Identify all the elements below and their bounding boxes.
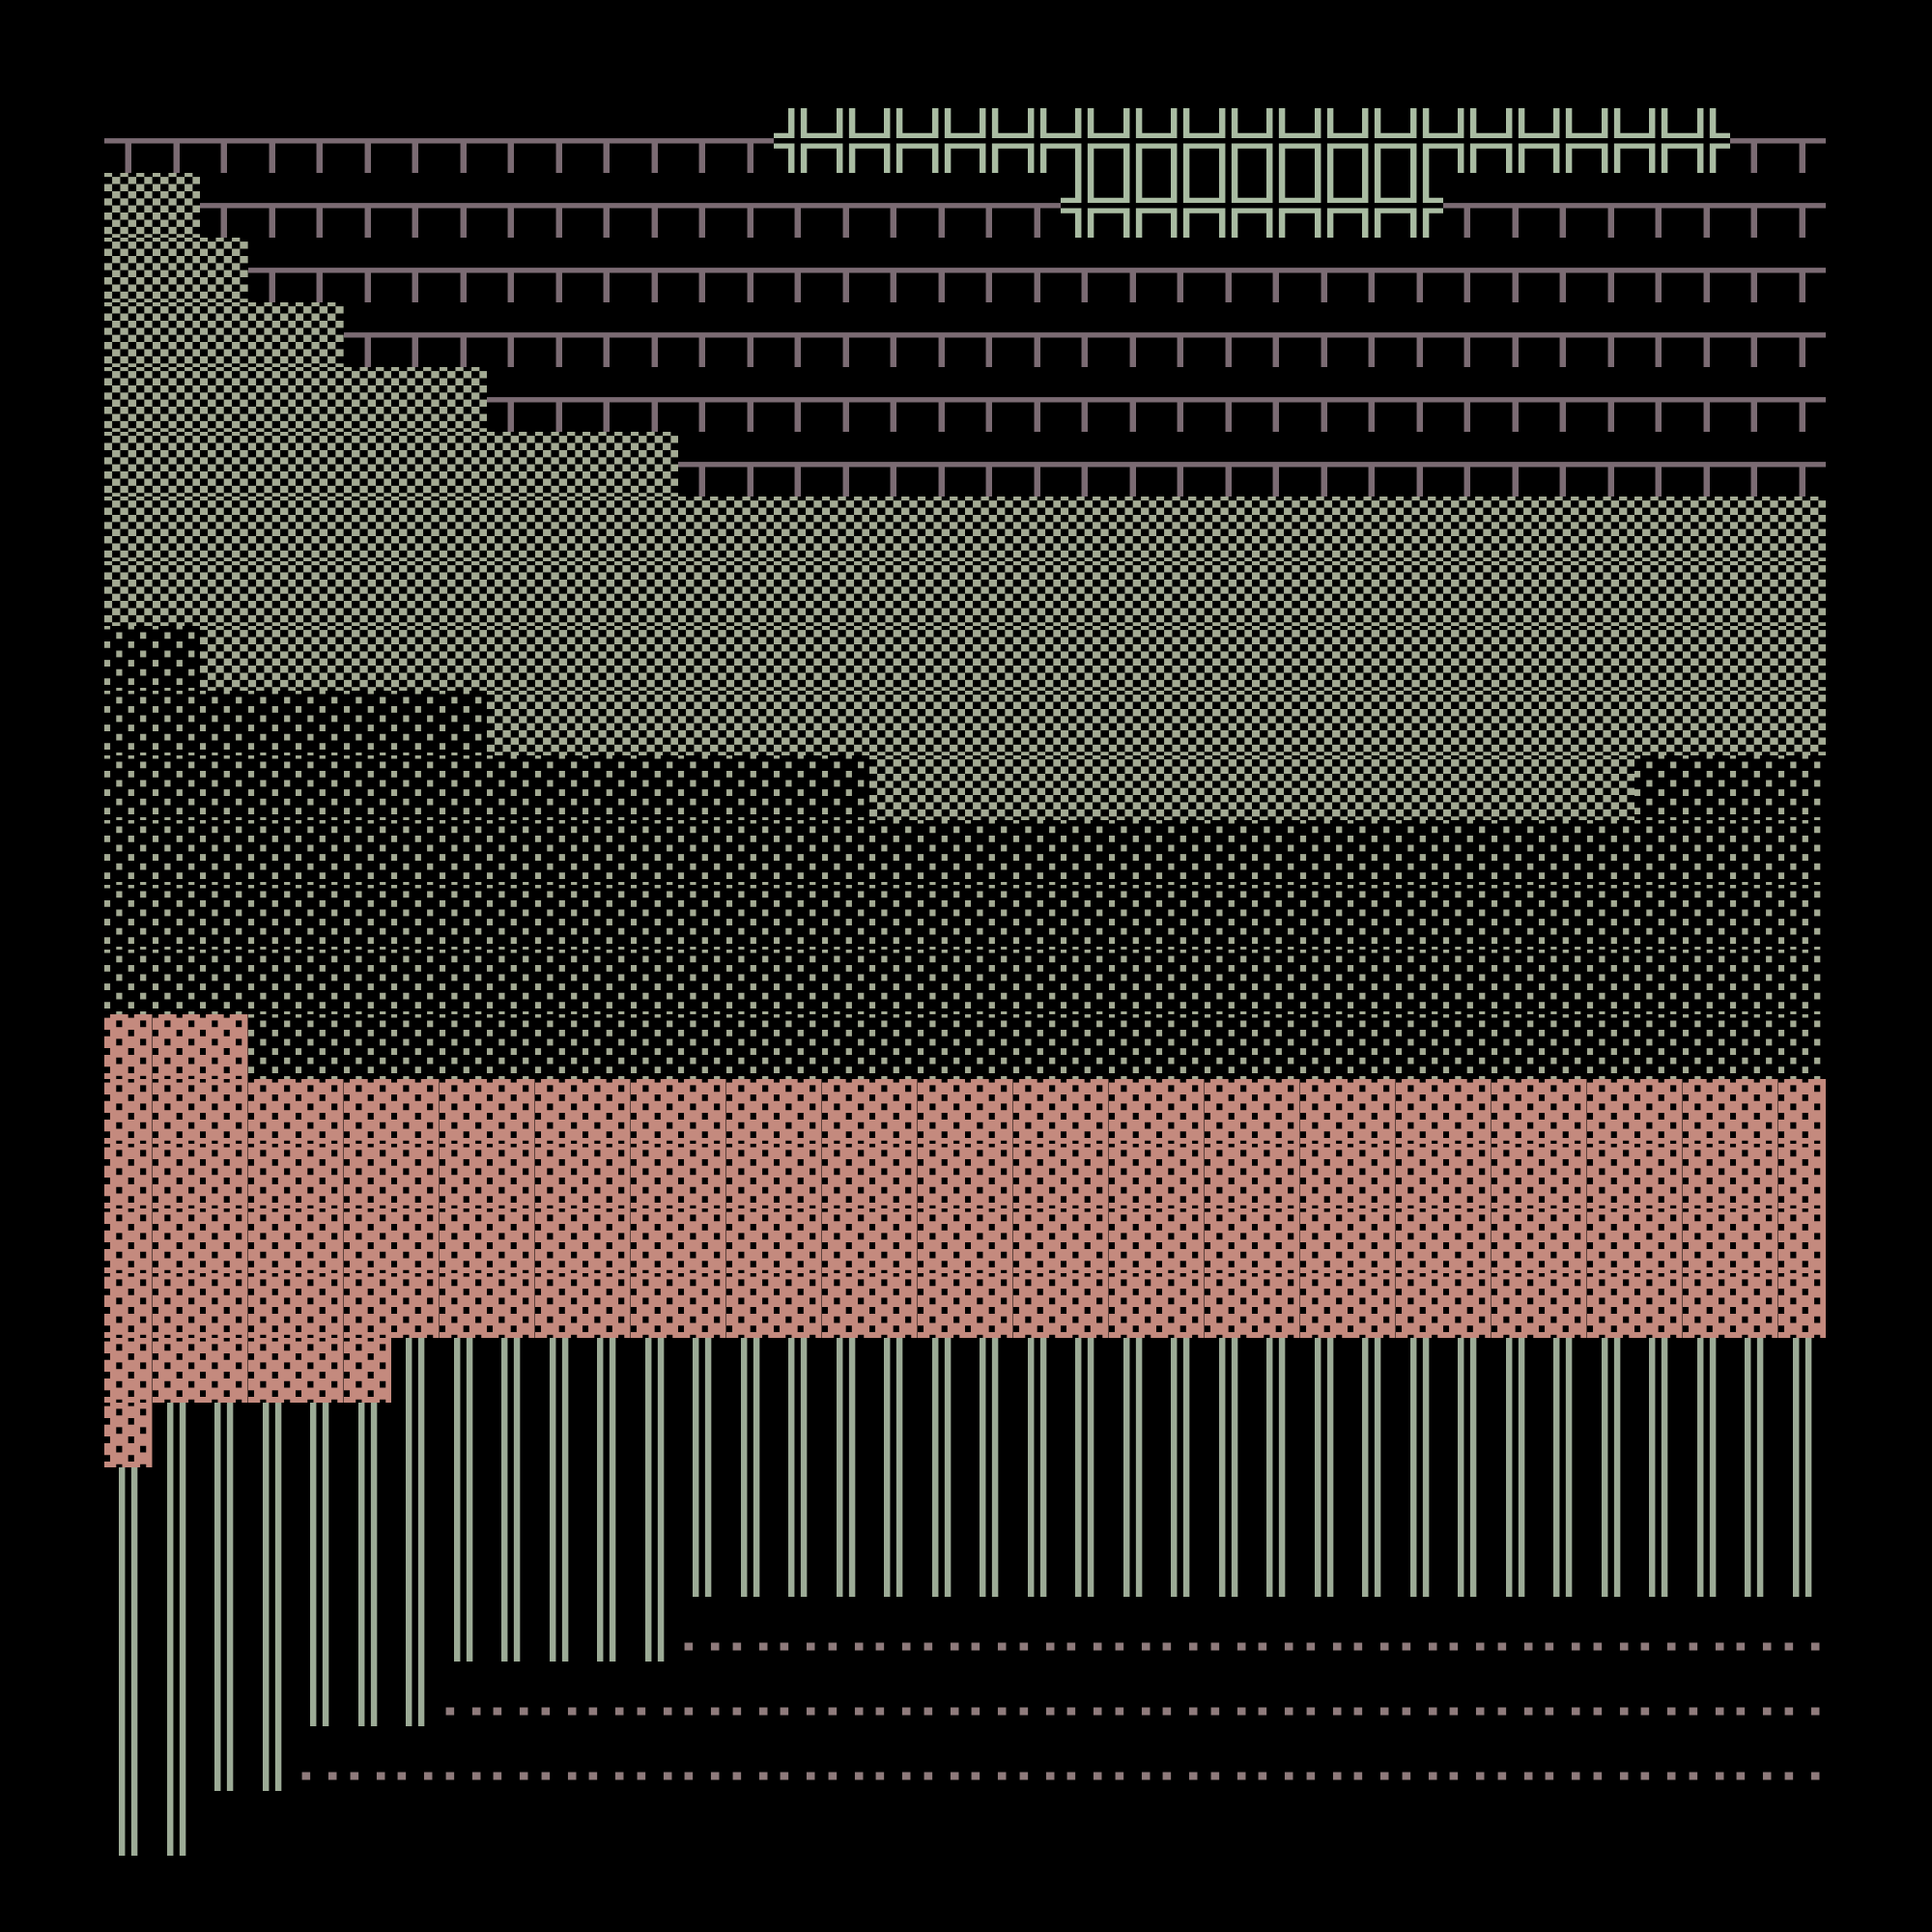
text-segment: ┬┬ xyxy=(1730,108,1826,173)
text-segment: ┬┬┬┬┬┬┬┬┬┬┬┬┬┬┬┬┬┬ xyxy=(200,173,1061,238)
text-row: ▓▓▓▓▓▓▓▓▓▓▓▓▓▓▓▓▓▓▓▓▓▓▓▓▓▓▓▓▓▓▓▓▓▓▓▓ xyxy=(104,1273,1835,1338)
text-row: ▓▓▓▓▓▓▓▓▓▓▓▓▓▓▓▓▓▓▓▓▓▓▓▓▓▓▓▓▓▓▓▓▓▓▓▓ xyxy=(104,1208,1835,1273)
text-row: ▓▓▓▓▓▓║║║║║║║║║║║║║║║║║║║║║║║║║║║║║║ xyxy=(104,1338,1835,1403)
text-segment: ┬┬┬┬┬┬┬┬┬┬┬┬┬┬┬┬┬┬┬┬┬┬┬┬┬┬┬┬ xyxy=(487,367,1826,432)
text-segment: ╬╬╬╬╬╬╬╬╬╬╬╬╬╬╬╬╬╬╬╬ xyxy=(774,108,1730,173)
text-segment: ▒▒▒▒▒▒▒▒▒▒▒▒ xyxy=(104,432,678,497)
text-segment: ▒▒▒▒▒▒▒▒▒▒▒▒▒▒▒▒▒▒▒▒▒▒▒▒▒▒▒▒ xyxy=(487,691,1826,755)
text-segment: ┬┬┬┬┬┬┬┬┬┬┬┬┬┬┬┬┬┬┬┬┬┬┬┬┬┬┬┬┬┬┬┬┬ xyxy=(247,238,1827,302)
text-row: ▓▓▓▓▓▓▓▓▓▓▓▓▓▓▓▓▓▓▓▓▓▓▓▓▓▓▓▓▓▓▓▓▓▓▓▓ xyxy=(104,1144,1835,1208)
text-row: ║║║║║║║‥‥‥‥‥‥‥‥‥‥‥‥‥‥‥‥‥‥‥‥‥‥‥‥‥‥‥‥‥ xyxy=(104,1662,1835,1726)
text-segment: ┬┬┬┬┬┬┬┬┬┬┬┬┬┬┬┬┬┬┬┬┬┬┬┬ xyxy=(678,432,1826,497)
text-row: ▒▒▒┬┬┬┬┬┬┬┬┬┬┬┬┬┬┬┬┬┬┬┬┬┬┬┬┬┬┬┬┬┬┬┬┬ xyxy=(104,238,1835,302)
text-segment: ‥‥‥‥‥‥‥‥‥‥‥‥‥‥‥‥‥‥‥‥‥‥‥‥‥‥‥‥‥ xyxy=(440,1662,1827,1726)
text-segment: ║║║║║║║║║║║║║║║║║║║║║║║║║║║║║║║║║║║║ xyxy=(104,1532,1826,1597)
text-segment: ║║ xyxy=(104,1791,200,1856)
text-segment: ▓▓▓▓▓▓▓▓▓▓▓▓▓▓▓▓▓▓▓▓▓▓▓▓▓▓▓▓▓▓▓▓▓▓▓▓ xyxy=(104,1273,1826,1338)
text-segment: ▒▒ xyxy=(104,173,200,238)
text-row: ║║║║║║║║║║║║║║║║║║║║║║║║║║║║║║║║║║║║ xyxy=(104,1532,1835,1597)
text-segment: ║║║║║║║║║║║║║║║║║║║║║║║║║║║║║║║║║║║║ xyxy=(104,1467,1826,1532)
text-row: ▒▒▒▒▒▒▒▒┬┬┬┬┬┬┬┬┬┬┬┬┬┬┬┬┬┬┬┬┬┬┬┬┬┬┬┬ xyxy=(104,367,1835,432)
text-row: ▓▓▓░░░░░░░░░░░░░░░░░░░░░░░░░░░░░░░░░ xyxy=(104,1014,1835,1079)
text-segment: ║║║║ xyxy=(104,1726,296,1791)
text-row: ▒▒▒▒▒▒▒▒▒▒▒▒▒▒▒▒▒▒▒▒▒▒▒▒▒▒▒▒▒▒▒▒▒▒▒▒ xyxy=(104,497,1835,561)
text-segment: ░░░░░░░░░░░░░░░░░░░░░░░░░░░░░░░░░░░░ xyxy=(104,885,1826,950)
text-segment: ▓▓▓▓▓▓▓▓▓▓▓▓▓▓▓▓▓▓▓▓▓▓▓▓▓▓▓▓▓▓▓▓▓▓▓▓ xyxy=(104,1144,1826,1208)
text-segment: ▒▒▒▒▒▒▒▒▒▒▒▒▒▒▒▒ xyxy=(869,755,1634,820)
text-row: ░░░░░░░░▒▒▒▒▒▒▒▒▒▒▒▒▒▒▒▒▒▒▒▒▒▒▒▒▒▒▒▒ xyxy=(104,691,1835,755)
text-row: ▓║║║║║║║║║║║║║║║║║║║║║║║║║║║║║║║║║║║ xyxy=(104,1403,1835,1467)
text-segment: ║║║║║║║║║║║║║║║║║║║║║║║║║║║║║║ xyxy=(391,1338,1826,1403)
text-row: ▒▒▒▒▒┬┬┬┬┬┬┬┬┬┬┬┬┬┬┬┬┬┬┬┬┬┬┬┬┬┬┬┬┬┬┬ xyxy=(104,302,1835,367)
text-row: ▒▒┬┬┬┬┬┬┬┬┬┬┬┬┬┬┬┬┬┬╬╬╬╬╬╬╬╬┬┬┬┬┬┬┬┬ xyxy=(104,173,1835,238)
text-segment: ‥‥‥‥‥‥‥‥‥‥‥‥‥‥‥‥‥‥‥‥‥‥‥‥‥‥‥‥‥‥‥‥ xyxy=(296,1726,1826,1791)
text-row: ░░▒▒▒▒▒▒▒▒▒▒▒▒▒▒▒▒▒▒▒▒▒▒▒▒▒▒▒▒▒▒▒▒▒▒ xyxy=(104,626,1835,691)
text-segment: ┬┬┬┬┬┬┬┬┬┬┬┬┬┬┬┬┬┬┬┬┬┬┬┬┬┬┬┬┬┬┬ xyxy=(343,302,1827,367)
text-segment: ░░ xyxy=(104,626,200,691)
text-row: ║║║║║║║║║║║║‥‥‥‥‥‥‥‥‥‥‥‥‥‥‥‥‥‥‥‥‥‥‥‥ xyxy=(104,1597,1835,1662)
text-segment: ░░░░░░░░░░░░░░░░ xyxy=(104,755,869,820)
text-segment: ║║║║║║║ xyxy=(104,1662,440,1726)
text-segment: ░░░░░░░░ xyxy=(104,691,487,755)
text-segment: ▓ xyxy=(104,1403,153,1467)
text-segment: ░░░░ xyxy=(1634,755,1826,820)
text-row: ║║║║‥‥‥‥‥‥‥‥‥‥‥‥‥‥‥‥‥‥‥‥‥‥‥‥‥‥‥‥‥‥‥‥ xyxy=(104,1726,1835,1791)
text-segment: ▓▓▓ xyxy=(104,1014,248,1079)
text-segment: ║║║║║║║║║║║║║║║║║║║║║║║║║║║║║║║║║║║ xyxy=(152,1403,1827,1467)
text-segment: ┬┬┬┬┬┬┬┬ xyxy=(1443,173,1826,238)
text-row: ░░░░░░░░░░░░░░░░▒▒▒▒▒▒▒▒▒▒▒▒▒▒▒▒░░░░ xyxy=(104,755,1835,820)
text-row: ▓▓▓▓▓▓▓▓▓▓▓▓▓▓▓▓▓▓▓▓▓▓▓▓▓▓▓▓▓▓▓▓▓▓▓▓ xyxy=(104,1079,1835,1144)
text-segment: ▓▓▓▓▓▓▓▓▓▓▓▓▓▓▓▓▓▓▓▓▓▓▓▓▓▓▓▓▓▓▓▓▓▓▓▓ xyxy=(104,1079,1826,1144)
text-segment: ░░░░░░░░░░░░░░░░░░░░░░░░░░░░░░░░░░░░ xyxy=(104,950,1826,1014)
text-segment: ▒▒▒▒▒▒▒▒▒▒▒▒▒▒▒▒▒▒▒▒▒▒▒▒▒▒▒▒▒▒▒▒▒▒▒▒ xyxy=(104,561,1826,626)
text-row: ░░░░░░░░░░░░░░░░░░░░░░░░░░░░░░░░░░░░ xyxy=(104,820,1835,885)
character-grid: ┬┬┬┬┬┬┬┬┬┬┬┬┬┬╬╬╬╬╬╬╬╬╬╬╬╬╬╬╬╬╬╬╬╬┬┬ ▒▒┬┬… xyxy=(104,108,1835,1856)
text-segment: ▒▒▒▒▒▒▒▒▒▒▒▒▒▒▒▒▒▒▒▒▒▒▒▒▒▒▒▒▒▒▒▒▒▒ xyxy=(200,626,1826,691)
text-segment: ‥‥‥‥‥‥‥‥‥‥‥‥‥‥‥‥‥‥‥‥‥‥‥‥ xyxy=(678,1597,1826,1662)
text-row: ░░░░░░░░░░░░░░░░░░░░░░░░░░░░░░░░░░░░ xyxy=(104,885,1835,950)
text-segment: ▒▒▒ xyxy=(104,238,248,302)
text-row: ┬┬┬┬┬┬┬┬┬┬┬┬┬┬╬╬╬╬╬╬╬╬╬╬╬╬╬╬╬╬╬╬╬╬┬┬ xyxy=(104,108,1835,173)
text-segment: ╬╬╬╬╬╬╬╬ xyxy=(1061,173,1443,238)
text-row: ░░░░░░░░░░░░░░░░░░░░░░░░░░░░░░░░░░░░ xyxy=(104,950,1835,1014)
text-row: ║║║║║║║║║║║║║║║║║║║║║║║║║║║║║║║║║║║║ xyxy=(104,1467,1835,1532)
text-segment: ┬┬┬┬┬┬┬┬┬┬┬┬┬┬ xyxy=(104,108,774,173)
text-segment: ▒▒▒▒▒ xyxy=(104,302,344,367)
text-segment: ░░░░░░░░░░░░░░░░░░░░░░░░░░░░░░░░░░░░ xyxy=(104,820,1826,885)
text-segment: ▓▓▓▓▓▓▓▓▓▓▓▓▓▓▓▓▓▓▓▓▓▓▓▓▓▓▓▓▓▓▓▓▓▓▓▓ xyxy=(104,1208,1826,1273)
text-segment: ║║║║║║║║║║║║ xyxy=(104,1597,678,1662)
text-row: ▒▒▒▒▒▒▒▒▒▒▒▒▒▒▒▒▒▒▒▒▒▒▒▒▒▒▒▒▒▒▒▒▒▒▒▒ xyxy=(104,561,1835,626)
text-segment: ▓▓▓▓▓▓ xyxy=(104,1338,391,1403)
text-segment: ▒▒▒▒▒▒▒▒▒▒▒▒▒▒▒▒▒▒▒▒▒▒▒▒▒▒▒▒▒▒▒▒▒▒▒▒ xyxy=(104,497,1826,561)
text-segment: ▒▒▒▒▒▒▒▒ xyxy=(104,367,487,432)
text-row: ▒▒▒▒▒▒▒▒▒▒▒▒┬┬┬┬┬┬┬┬┬┬┬┬┬┬┬┬┬┬┬┬┬┬┬┬ xyxy=(104,432,1835,497)
text-row: ║║ xyxy=(104,1791,1835,1856)
text-segment: ░░░░░░░░░░░░░░░░░░░░░░░░░░░░░░░░░ xyxy=(247,1014,1827,1079)
